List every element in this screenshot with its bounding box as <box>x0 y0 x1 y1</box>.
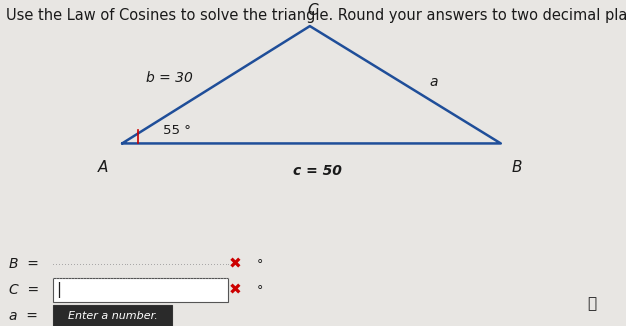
Text: B: B <box>511 160 521 175</box>
Text: °: ° <box>257 258 263 271</box>
Text: |: | <box>56 282 61 298</box>
Text: Use the Law of Cosines to solve the triangle. Round your answers to two decimal : Use the Law of Cosines to solve the tria… <box>6 8 626 23</box>
Text: C  =: C = <box>9 283 39 297</box>
Text: b = 30: b = 30 <box>146 71 192 85</box>
Text: Enter a number.: Enter a number. <box>68 311 158 321</box>
Text: a: a <box>429 75 438 88</box>
Text: 55 °: 55 ° <box>163 124 191 137</box>
FancyBboxPatch shape <box>53 278 228 303</box>
Text: C: C <box>308 3 318 18</box>
Text: °: ° <box>257 284 263 297</box>
Text: c = 50: c = 50 <box>293 164 342 178</box>
FancyBboxPatch shape <box>53 305 172 326</box>
Text: a  =: a = <box>9 309 38 323</box>
Text: A: A <box>98 160 108 175</box>
Text: ✖: ✖ <box>228 283 241 298</box>
Text: ⓘ: ⓘ <box>587 296 596 311</box>
Text: B  =: B = <box>9 257 39 271</box>
Text: ✖: ✖ <box>228 257 241 272</box>
